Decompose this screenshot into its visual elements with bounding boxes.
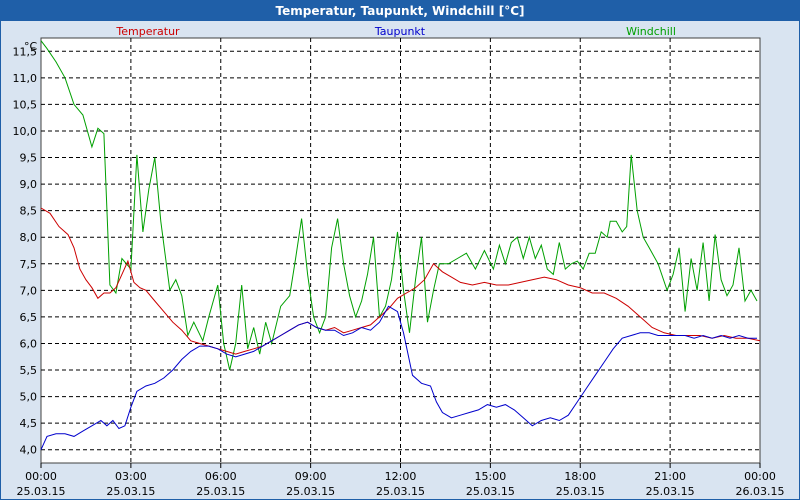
- y-tick-label: 5,0: [20, 391, 38, 404]
- y-tick-label: 7,5: [20, 258, 38, 271]
- x-tick-label-time: 12:00: [385, 470, 417, 483]
- x-tick-label-time: 03:00: [115, 470, 147, 483]
- x-tick-label-date: 25.03.15: [376, 485, 425, 498]
- x-tick-label-time: 21:00: [654, 470, 686, 483]
- y-tick-label: 9,0: [20, 178, 38, 191]
- x-tick-label-date: 25.03.15: [17, 485, 66, 498]
- legend: Temperatur Taupunkt Windchill: [115, 25, 676, 38]
- series-line-temperatur: [40, 207, 761, 355]
- window-title: Temperatur, Taupunkt, Windchill [°C]: [1, 1, 799, 21]
- y-tick-label: 8,5: [20, 205, 38, 218]
- y-tick-label: 6,0: [20, 337, 38, 350]
- legend-taupunkt: Taupunkt: [374, 25, 426, 38]
- x-tick-label-time: 00:00: [744, 470, 776, 483]
- x-tick-label-date: 25.03.15: [196, 485, 245, 498]
- grid: [41, 38, 760, 463]
- y-tick-label: 6,5: [20, 311, 38, 324]
- x-tick-label-time: 15:00: [475, 470, 507, 483]
- y-tick-label: 10,0: [13, 125, 38, 138]
- series-layer: [40, 40, 761, 450]
- y-tick-label: 9,5: [20, 152, 38, 165]
- x-tick-label-time: 18:00: [564, 470, 596, 483]
- legend-windchill: Windchill: [626, 25, 676, 38]
- x-tick-label-date: 25.03.15: [106, 485, 155, 498]
- y-tick-label: 4,5: [20, 417, 38, 430]
- y-tick-label: 7,0: [20, 284, 38, 297]
- x-tick-label-time: 00:00: [25, 470, 57, 483]
- x-tick-label-date: 25.03.15: [466, 485, 515, 498]
- x-tick-label-date: 25.03.15: [286, 485, 335, 498]
- x-tick-label-time: 09:00: [295, 470, 327, 483]
- x-tick-label-date: 25.03.15: [646, 485, 695, 498]
- x-tick-label-time: 06:00: [205, 470, 237, 483]
- x-tick-label-date: 26.03.15: [736, 485, 785, 498]
- y-tick-label: 11,0: [13, 72, 38, 85]
- series-line-taupunkt: [40, 305, 757, 450]
- x-axis: 00:00 25.03.15 03:00 25.03.15 06:00 25.03.15 0…: [17, 463, 785, 498]
- y-tick-label: 4,0: [20, 444, 38, 457]
- legend-temperatur: Temperatur: [115, 25, 180, 38]
- series-line-windchill: [40, 40, 758, 371]
- y-axis-label: °C: [24, 40, 38, 53]
- y-tick-label: 5,5: [20, 364, 38, 377]
- y-tick-label: 8,0: [20, 231, 38, 244]
- y-tick-label: 11,5: [13, 45, 38, 58]
- y-tick-label: 10,5: [13, 98, 38, 111]
- x-tick-label-date: 25.03.15: [556, 485, 605, 498]
- y-axis: 4,0 4,5 5,0 5,5 6,0 6,5 7,0 7,5 8,0 8,5 9,0 9,5 10,0…: [13, 45, 38, 456]
